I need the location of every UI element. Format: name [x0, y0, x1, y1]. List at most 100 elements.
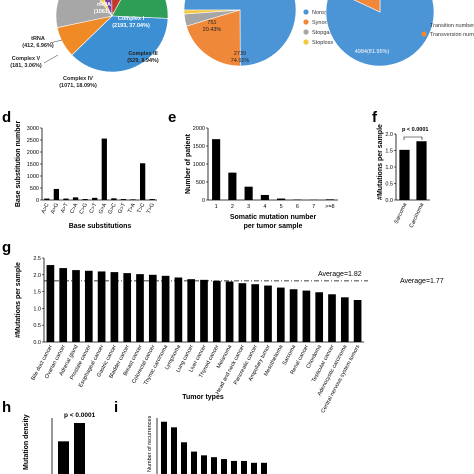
bar-d-xtick-label-7: G>C: [107, 202, 117, 215]
bar-f-ylabel: #Mutations per sample: [377, 124, 384, 200]
bar-d-ytick-label-0: 0: [36, 198, 39, 204]
pie-b-pct-syn: 20.43%: [203, 27, 222, 33]
bar-g-bar-8: [148, 274, 157, 342]
bar-d-xtick-label-1: A>G: [50, 202, 60, 215]
bar-e-ylabel: Number of patient: [185, 133, 192, 194]
bar-f-pvalue: p < 0.0001: [402, 127, 428, 133]
bar-g-bar-6: [123, 273, 132, 342]
bar-f-xtick-label-1: Carcinoma: [409, 201, 426, 228]
pie-a-leader-trna: [49, 39, 63, 44]
panel-letter-g: g: [2, 239, 11, 256]
bar-e-bar-0: [212, 139, 221, 200]
bar-d-ytick-label-3: 1500: [27, 162, 39, 168]
panel-letter-f: f: [372, 109, 378, 126]
bar-d-ytick-label-1: 500: [30, 186, 39, 192]
pie-b-legend-swatch-2: [303, 29, 309, 35]
pie-b-pct-nonsyn: 74.91%: [231, 58, 250, 64]
bar-e-bar-5: [293, 199, 302, 200]
bar-e-bar-7: [325, 199, 334, 200]
bar-d-bar-2: [63, 198, 69, 200]
bar-i-bar-9: [251, 462, 257, 474]
bar-e-bar-1: [228, 172, 237, 200]
bar-g-average-label-2: Average=1.77: [400, 278, 444, 285]
pie-a-label-trna: tRNA: [31, 36, 45, 42]
bar-f-ytick-label-3: 1.5: [385, 149, 393, 155]
bar-g-xlabel: Tumor types: [182, 394, 224, 401]
bar-g-bar-10: [174, 277, 183, 342]
bar-g-bar-17: [264, 285, 272, 342]
bar-d-bar-1: [53, 188, 60, 200]
pie-a-value-complex1: (2193, 37.04%): [112, 23, 150, 29]
pie-b-slice-0: [183, 0, 297, 67]
pie-a-label-complex4: Complex IV: [63, 76, 93, 82]
pie-b-legend-swatch-1: [303, 19, 309, 25]
bar-g-bar-24: [353, 300, 362, 342]
bar-d-bar-7: [111, 198, 117, 200]
bar-d-bar-5: [92, 197, 98, 200]
bar-e-bar-4: [277, 198, 286, 200]
bar-d-bar-4: [82, 199, 88, 200]
pie-b-legend-swatch-0: [303, 9, 309, 15]
bar-g-bar-11: [187, 279, 196, 342]
bar-e-ytick-label-0: 0: [202, 198, 205, 204]
pie-b-count-syn: 751: [207, 20, 216, 26]
bar-g-bar-19: [289, 289, 298, 342]
bar-g-bar-16: [251, 284, 260, 342]
pie-c-legend-label-1: Transversion number: [430, 32, 474, 38]
bar-e-xlabel: Somatic mutation number: [230, 214, 317, 221]
bar-g-bar-4: [97, 271, 106, 342]
bar-h-ylabel: Mutation density: [23, 414, 30, 470]
bar-e-bar-2: [244, 186, 253, 200]
bar-i-bar-0: [161, 421, 167, 474]
bar-d-xtick-label-9: T>A: [127, 202, 137, 214]
pie-c-legend-swatch-0: [421, 22, 427, 28]
bar-h-bar-0: [58, 441, 69, 474]
bar-i-bar-5: [211, 457, 217, 474]
pie-a-slice-0: [111, 0, 169, 19]
bar-e-ytick-label-4: 2000: [193, 126, 205, 132]
pie-a-slice-6: [111, 0, 121, 17]
bar-e-ytick-label-3: 1500: [193, 144, 205, 150]
bar-f-ytick-label-2: 1.0: [385, 165, 393, 171]
bar-f-ytick-label-0: 0.0: [385, 198, 393, 204]
pie-a-slice-4: [99, 0, 113, 17]
bar-g-ytick-label-2: 1.0: [33, 306, 41, 312]
bar-f-bar-1: [416, 141, 427, 200]
pie-b-slice-3: [183, 9, 241, 15]
pie-a-leader-complex5: [43, 54, 59, 64]
bar-i-bar-6: [221, 459, 227, 474]
pie-b-legend-label-2: Stopgain: [312, 30, 334, 36]
bar-e-ytick-label-1: 500: [196, 180, 205, 186]
pie-a-slice-3: [55, 0, 113, 28]
bar-e-xtick-label-1: 2: [231, 204, 234, 210]
bar-i-bar-2: [181, 442, 187, 474]
panel-letter-i: i: [114, 399, 118, 416]
bar-d-xtick-label-10: T>C: [137, 202, 147, 214]
pie-b-slice-1: [186, 9, 241, 67]
pie-a-value-complex5: (181, 3.06%): [10, 63, 42, 69]
bar-i-bar-3: [191, 451, 197, 474]
bar-g-bar-2: [72, 270, 80, 342]
bar-i-ylabel: Number of recurrences: [147, 416, 153, 472]
bar-f-ytick-label-4: 2.0: [385, 132, 393, 138]
bar-g-bar-21: [315, 292, 324, 342]
bar-i-bar-7: [231, 460, 237, 474]
chart-layer: rRNA(1061,...Complex I(2193, 37.04%) Comp…: [10, 0, 474, 474]
pie-b-legend-label-3: Stoploss: [312, 40, 333, 46]
bar-i-bar-4: [201, 455, 207, 474]
bar-d-ytick-label-6: 3000: [27, 126, 39, 132]
bar-e-xtick-label-7: >=8: [325, 204, 334, 210]
pie-c-slice-1: [353, 0, 381, 13]
bar-e-xtick-label-5: 6: [296, 204, 299, 210]
bar-g-bar-23: [340, 297, 349, 342]
bar-d-ytick-label-2: 1000: [27, 174, 39, 180]
pie-a-label-rrna: rRNA: [97, 2, 111, 8]
bar-d-bar-10: [139, 163, 146, 200]
bar-d-xtick-label-0: A>C: [41, 202, 51, 214]
bar-g-bar-20: [302, 290, 311, 342]
pie-a-value-rrna: (1061,...: [94, 9, 115, 15]
bar-g-bar-15: [238, 283, 247, 342]
bar-g-bar-12: [200, 279, 208, 342]
bar-g-ytick-label-3: 1.5: [33, 290, 41, 296]
pie-a-slice-1: [71, 15, 169, 73]
